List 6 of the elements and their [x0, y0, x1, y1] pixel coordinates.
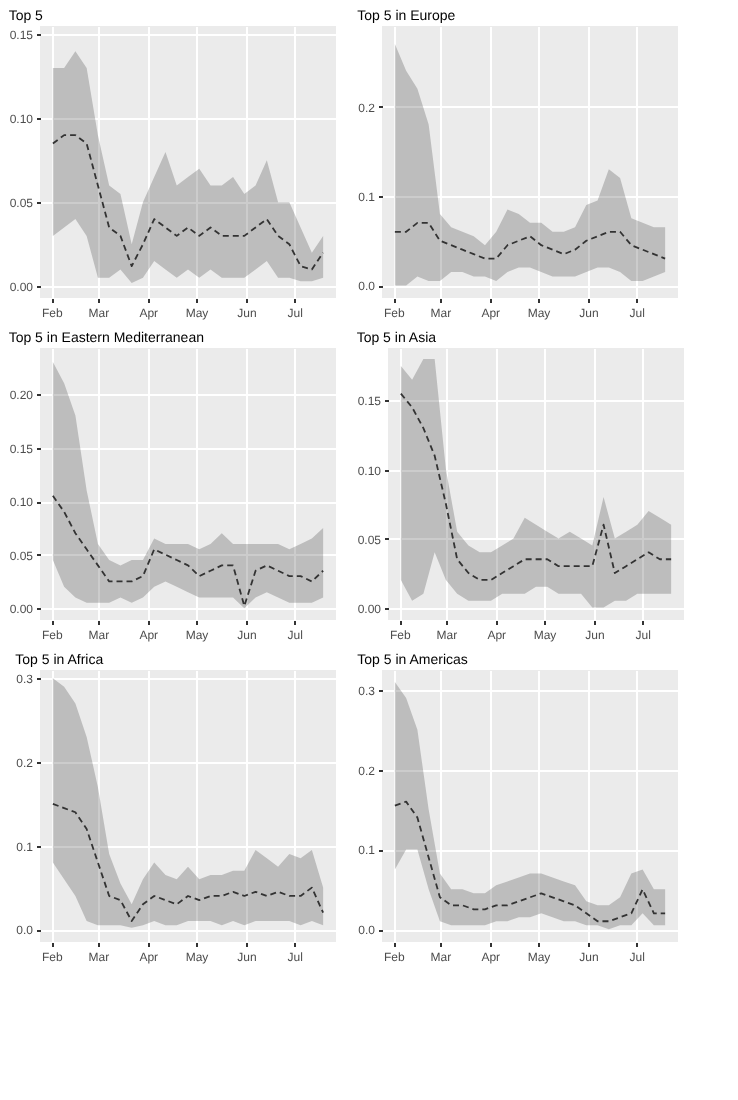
- line-series: [399, 392, 673, 581]
- line-series: [393, 800, 667, 923]
- line-series: [51, 803, 325, 922]
- line-series: [51, 134, 325, 271]
- line-series: [393, 221, 667, 260]
- line-series: [51, 494, 325, 607]
